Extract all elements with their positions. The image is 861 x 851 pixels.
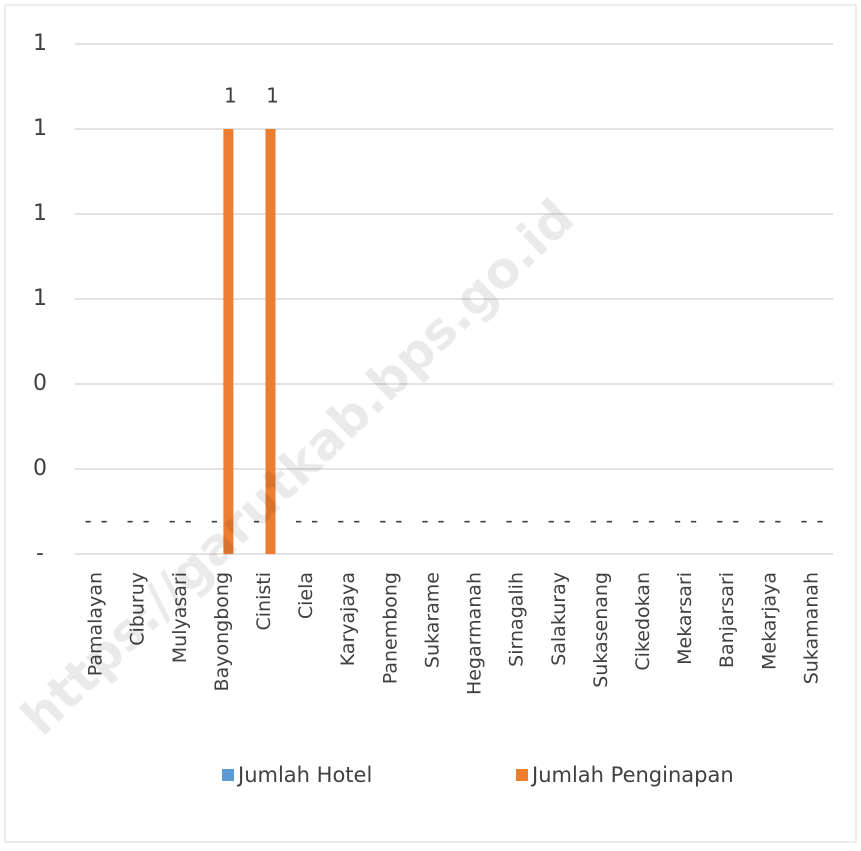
data-label: - xyxy=(143,509,150,533)
data-label: - xyxy=(606,509,613,533)
x-tick-label: Sukasenang xyxy=(590,572,612,688)
data-label: - xyxy=(674,509,681,533)
data-label: - xyxy=(590,509,597,533)
data-label: - xyxy=(690,509,697,533)
data-label: - xyxy=(185,509,192,533)
data-label: - xyxy=(395,509,402,533)
legend-swatch xyxy=(516,769,528,781)
x-tick-label: Panembong xyxy=(379,572,401,684)
data-label: - xyxy=(632,509,639,533)
data-label: - xyxy=(564,509,571,533)
x-tick-label: Hegarmanah xyxy=(464,572,486,695)
data-label: - xyxy=(648,509,655,533)
data-label: - xyxy=(353,509,360,533)
x-tick-label: Pamalayan xyxy=(85,572,107,676)
data-label: - xyxy=(774,509,781,533)
data-label: - xyxy=(253,509,260,533)
y-tick-label: - xyxy=(36,541,44,566)
x-tick-label: Mulyasari xyxy=(169,572,191,663)
data-label: - xyxy=(506,509,513,533)
x-tick-label: Ciburuy xyxy=(127,572,149,646)
data-label: - xyxy=(816,509,823,533)
data-label: - xyxy=(127,509,134,533)
y-tick-label: 1 xyxy=(33,201,47,226)
x-tick-label: Sukarame xyxy=(421,572,443,668)
x-tick-label: Banjarsari xyxy=(716,572,738,668)
data-label: - xyxy=(311,509,318,533)
bar xyxy=(223,129,234,554)
x-tick-label: Cinisti xyxy=(253,572,275,631)
data-label: - xyxy=(437,509,444,533)
y-tick-label: 1 xyxy=(33,31,47,56)
x-tick-label: Karyajaya xyxy=(337,572,359,666)
data-label: - xyxy=(548,509,555,533)
x-tick-label: Bayongbong xyxy=(211,572,233,691)
y-tick-label: 1 xyxy=(33,286,47,311)
data-label: - xyxy=(758,509,765,533)
data-label: - xyxy=(337,509,344,533)
data-label: 1 xyxy=(266,84,279,108)
data-label: - xyxy=(295,509,302,533)
data-label: - xyxy=(716,509,723,533)
data-label: - xyxy=(100,509,107,533)
data-label: - xyxy=(169,509,176,533)
data-label: - xyxy=(379,509,386,533)
data-label: - xyxy=(421,509,428,533)
data-label: - xyxy=(800,509,807,533)
x-tick-label: Mekarjaya xyxy=(758,572,780,670)
x-tick-label: Salakuray xyxy=(548,572,570,666)
chart-frame xyxy=(4,4,857,843)
data-label: - xyxy=(84,509,91,533)
legend-label: Jumlah Penginapan xyxy=(530,763,734,787)
legend-swatch xyxy=(222,769,234,781)
data-label: - xyxy=(522,509,529,533)
y-tick-label: 0 xyxy=(33,371,47,396)
x-tick-label: Sukamanah xyxy=(800,572,822,684)
data-label: - xyxy=(463,509,470,533)
y-tick-label: 1 xyxy=(33,116,47,141)
y-tick-label: 0 xyxy=(33,456,47,481)
x-tick-label: Cikedokan xyxy=(632,572,654,671)
legend-label: Jumlah Hotel xyxy=(236,763,372,787)
data-label: - xyxy=(732,509,739,533)
data-label: - xyxy=(211,509,218,533)
bar xyxy=(265,129,276,554)
x-tick-label: Ciela xyxy=(295,572,317,619)
x-tick-label: Sirnagalih xyxy=(506,572,528,667)
data-label: - xyxy=(479,509,486,533)
x-tick-label: Mekarsari xyxy=(674,572,696,665)
data-label: 1 xyxy=(224,84,237,108)
